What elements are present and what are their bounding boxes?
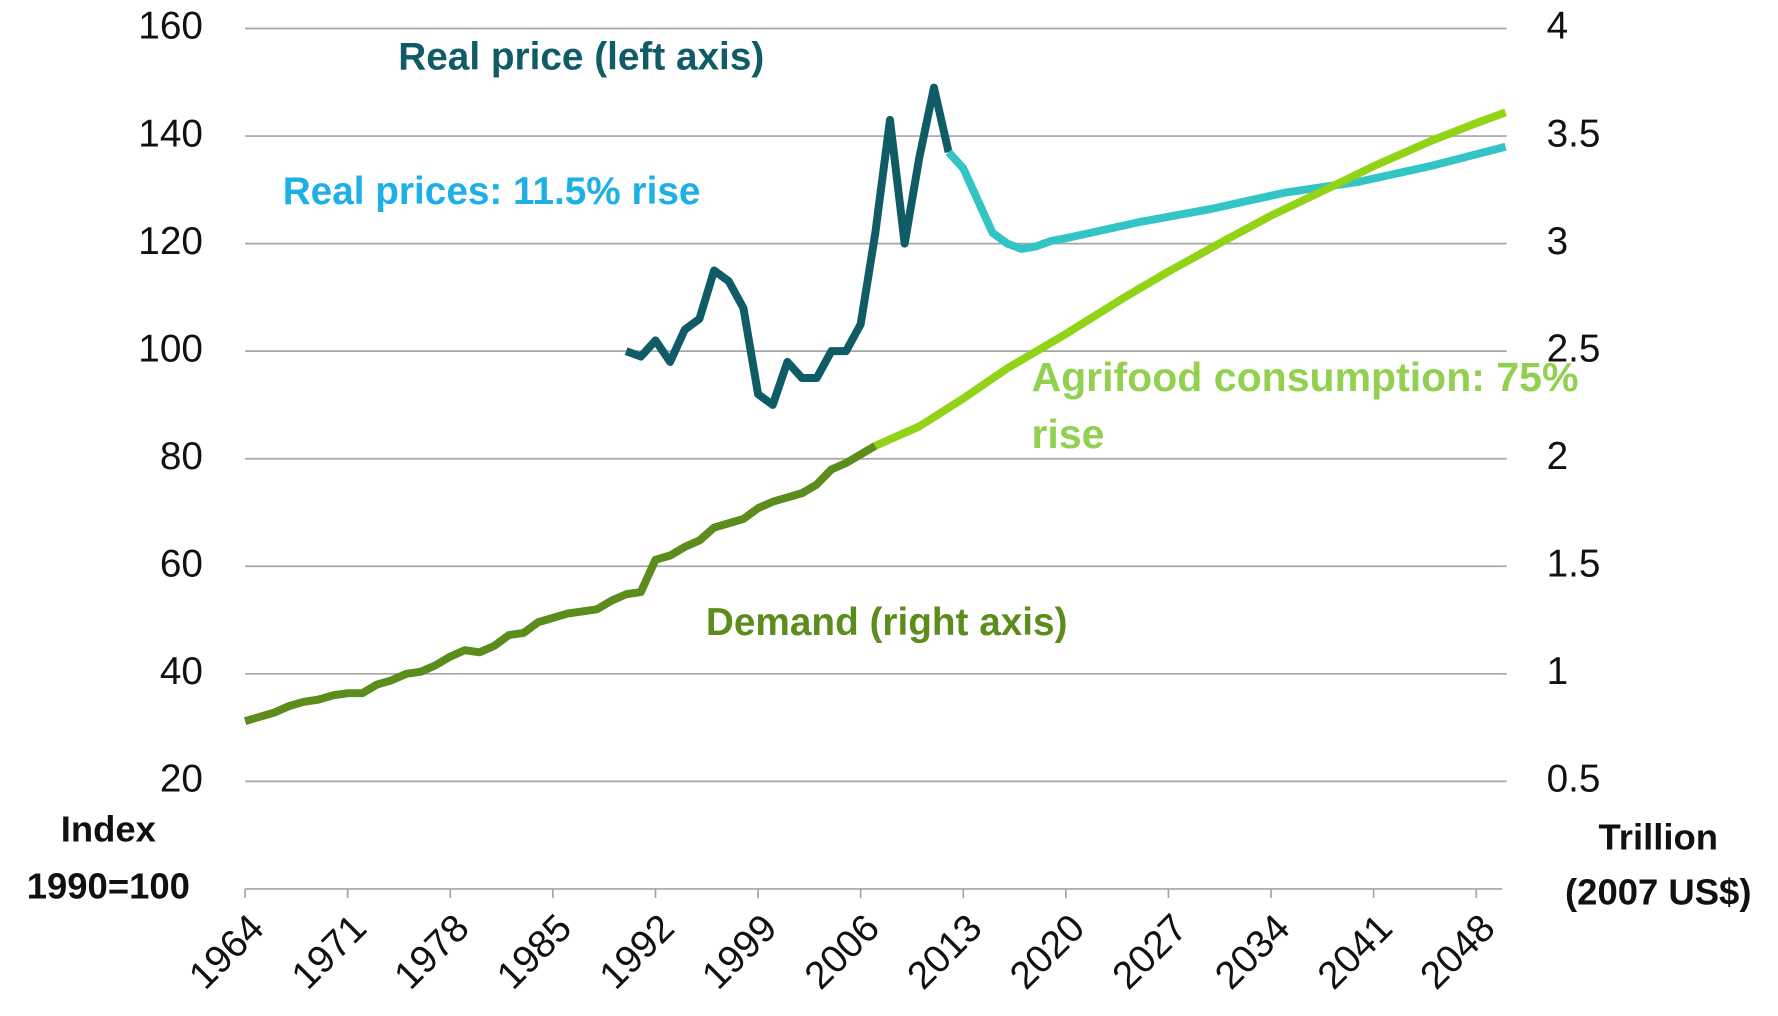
- y2-tick-label: 2.5: [1547, 327, 1601, 370]
- x-tick-label: 1978: [386, 906, 477, 997]
- y-tick-label: 80: [160, 435, 203, 478]
- series-label-box: Agrifood consumption: 75% rise: [1031, 353, 1579, 458]
- series-line: [945, 142, 1507, 253]
- series-line: [873, 108, 1507, 450]
- series-label: Real prices: 11.5% rise: [283, 170, 701, 213]
- x-tick-label: 1964: [181, 906, 272, 997]
- x-tick-label: 2013: [899, 906, 990, 997]
- series-label: Agrifood consumption: 75% rise: [1031, 353, 1579, 458]
- y2-axis-title: Trillion: [1599, 817, 1719, 858]
- x-tick-label: 2027: [1104, 906, 1195, 997]
- x-tick-label: 1999: [694, 906, 785, 997]
- y-axis-title: 1990=100: [27, 866, 190, 907]
- y-axis-title: Index: [61, 809, 156, 850]
- x-tick-label: 2048: [1412, 906, 1503, 997]
- y-tick-label: 140: [138, 112, 203, 155]
- y-tick-label: 120: [138, 220, 203, 263]
- series-line: [243, 442, 878, 725]
- y-tick-label: 160: [138, 5, 203, 48]
- x-tick-label: 2020: [1002, 906, 1093, 997]
- y2-tick-label: 1.5: [1547, 542, 1601, 585]
- y-tick-label: 20: [160, 758, 203, 801]
- x-tick-label: 1992: [591, 906, 682, 997]
- y2-axis-title: (2007 US$): [1565, 871, 1751, 912]
- series-label: Real price (left axis): [398, 35, 764, 78]
- x-tick-label: 2034: [1207, 906, 1298, 997]
- series-label: Demand (right axis): [706, 601, 1068, 644]
- x-tick-label: 1971: [284, 906, 375, 997]
- x-tick-label: 2006: [797, 906, 888, 997]
- series-line: [624, 83, 953, 409]
- x-tick-label: 1985: [489, 906, 580, 997]
- x-tick-label: 2041: [1310, 906, 1401, 997]
- y2-tick-label: 0.5: [1547, 758, 1601, 801]
- y-tick-label: 100: [138, 327, 203, 370]
- y2-tick-label: 4: [1547, 5, 1569, 48]
- y-tick-label: 40: [160, 650, 203, 693]
- y2-tick-label: 1: [1547, 650, 1569, 693]
- y2-tick-label: 2: [1547, 435, 1569, 478]
- y2-tick-label: 3.5: [1547, 112, 1601, 155]
- y2-tick-label: 3: [1547, 220, 1569, 263]
- y-tick-label: 60: [160, 542, 203, 585]
